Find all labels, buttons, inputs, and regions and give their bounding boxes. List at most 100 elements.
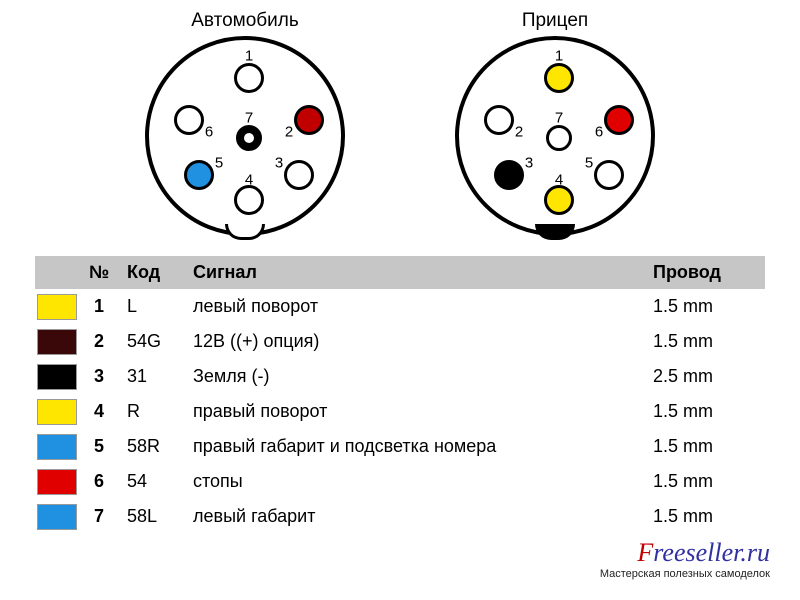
header-wire: Провод (645, 256, 765, 289)
table-row: 654стопы1.5 mm (35, 464, 765, 499)
table-row: 254G12В ((+) опция)1.5 mm (35, 324, 765, 359)
pin (544, 185, 574, 215)
header-signal: Сигнал (185, 256, 645, 289)
color-swatch (37, 399, 77, 425)
cell-wire: 1.5 mm (645, 499, 765, 534)
pin (544, 63, 574, 93)
pin-label: 7 (555, 110, 563, 127)
cell-signal: правый поворот (185, 394, 645, 429)
cell-num: 4 (79, 394, 119, 429)
pin-label: 7 (245, 110, 253, 127)
cell-color (35, 324, 79, 359)
watermark-rest: reeseller.ru (653, 538, 770, 567)
pin-label: 4 (555, 172, 563, 189)
cell-num: 3 (79, 359, 119, 394)
cell-code: R (119, 394, 185, 429)
cell-signal: левый поворот (185, 289, 645, 324)
connector-car: Автомобиль 1 23 4 56 7 (130, 10, 360, 236)
cell-color (35, 499, 79, 534)
header-code: Код (119, 256, 185, 289)
table-header-row: № Код Сигнал Провод (35, 256, 765, 289)
watermark: Freeseller.ru Мастерская полезных самоде… (600, 538, 770, 580)
cell-color (35, 464, 79, 499)
pin-label: 1 (555, 48, 563, 65)
cell-num: 6 (79, 464, 119, 499)
table-row: 758Lлевый габарит1.5 mm (35, 499, 765, 534)
cell-num: 7 (79, 499, 119, 534)
cell-code: 58R (119, 429, 185, 464)
connector-trailer: Прицеп 1 65 4 32 7 (440, 10, 670, 236)
color-swatch (37, 294, 77, 320)
watermark-sub: Мастерская полезных самоделок (600, 568, 770, 580)
table-row: 4Rправый поворот1.5 mm (35, 394, 765, 429)
pin-label: 6 (205, 124, 213, 141)
pin (284, 160, 314, 190)
pinout-table: № Код Сигнал Провод 1Lлевый поворот1.5 m… (35, 256, 765, 534)
pin-center (236, 125, 262, 151)
pin (234, 63, 264, 93)
pin (604, 105, 634, 135)
pinout-table-wrap: № Код Сигнал Провод 1Lлевый поворот1.5 m… (0, 256, 800, 534)
color-swatch (37, 469, 77, 495)
pin-label: 3 (525, 155, 533, 172)
connector-trailer-notch (535, 224, 575, 240)
pin (594, 160, 624, 190)
pin-label: 2 (515, 124, 523, 141)
pin (234, 185, 264, 215)
connector-trailer-circle: 1 65 4 32 7 (455, 36, 655, 236)
connector-diagrams: Автомобиль 1234567 Прицеп 1654327 (0, 0, 800, 256)
cell-signal: правый габарит и подсветка номера (185, 429, 645, 464)
cell-code: 54G (119, 324, 185, 359)
table-row: 1Lлевый поворот1.5 mm (35, 289, 765, 324)
cell-color (35, 289, 79, 324)
cell-code: 54 (119, 464, 185, 499)
cell-wire: 1.5 mm (645, 324, 765, 359)
cell-num: 5 (79, 429, 119, 464)
watermark-f: F (637, 538, 653, 567)
cell-signal: стопы (185, 464, 645, 499)
cell-num: 1 (79, 289, 119, 324)
table-row: 558Rправый габарит и подсветка номера1.5… (35, 429, 765, 464)
pin (174, 105, 204, 135)
cell-color (35, 359, 79, 394)
pin-center (546, 125, 572, 151)
color-swatch (37, 434, 77, 460)
cell-wire: 2.5 mm (645, 359, 765, 394)
cell-wire: 1.5 mm (645, 464, 765, 499)
cell-signal: Земля (-) (185, 359, 645, 394)
color-swatch (37, 504, 77, 530)
watermark-main: Freeseller.ru (600, 538, 770, 568)
table-body: 1Lлевый поворот1.5 mm254G12В ((+) опция)… (35, 289, 765, 534)
cell-signal: левый габарит (185, 499, 645, 534)
color-swatch (37, 329, 77, 355)
cell-color (35, 394, 79, 429)
cell-wire: 1.5 mm (645, 289, 765, 324)
connector-car-notch (225, 224, 265, 240)
pin-label: 1 (245, 48, 253, 65)
pin-label: 5 (215, 155, 223, 172)
cell-color (35, 429, 79, 464)
connector-car-title: Автомобиль (130, 10, 360, 32)
pin-label: 3 (275, 155, 283, 172)
cell-signal: 12В ((+) опция) (185, 324, 645, 359)
cell-code: 58L (119, 499, 185, 534)
cell-num: 2 (79, 324, 119, 359)
pin (494, 160, 524, 190)
cell-wire: 1.5 mm (645, 429, 765, 464)
pin (294, 105, 324, 135)
pin-label: 6 (595, 124, 603, 141)
table-row: 331Земля (-)2.5 mm (35, 359, 765, 394)
connector-trailer-title: Прицеп (440, 10, 670, 32)
header-color (35, 256, 79, 289)
cell-wire: 1.5 mm (645, 394, 765, 429)
color-swatch (37, 364, 77, 390)
pin-label: 2 (285, 124, 293, 141)
pin (484, 105, 514, 135)
pin (184, 160, 214, 190)
pin-label: 5 (585, 155, 593, 172)
cell-code: L (119, 289, 185, 324)
header-num: № (79, 256, 119, 289)
connector-car-circle: 1 23 4 56 7 (145, 36, 345, 236)
pin-label: 4 (245, 172, 253, 189)
cell-code: 31 (119, 359, 185, 394)
